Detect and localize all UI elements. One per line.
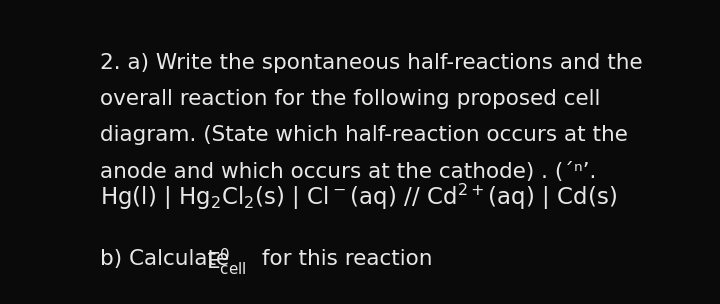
Text: overall reaction for the following proposed cell: overall reaction for the following propo… (100, 89, 600, 109)
Text: $\mathsf{Hg(l)\ \vert\ Hg_2Cl_2(s)\ \vert\ Cl^-(aq)\ //\ Cd^{2+}(aq)\ \vert\ Cd(: $\mathsf{Hg(l)\ \vert\ Hg_2Cl_2(s)\ \ver… (100, 181, 617, 212)
Text: 2. a) Write the spontaneous half-reactions and the: 2. a) Write the spontaneous half-reactio… (100, 53, 643, 73)
Text: $\mathsf{E}^{\mathsf{0}}_{\mathsf{cell}}$: $\mathsf{E}^{\mathsf{0}}_{\mathsf{cell}}… (206, 247, 246, 278)
Text: b) Calculate: b) Calculate (100, 250, 236, 269)
Text: diagram. (State which half-reaction occurs at the: diagram. (State which half-reaction occu… (100, 126, 628, 145)
Text: for this reaction: for this reaction (255, 250, 432, 269)
Text: anode and which occurs at the cathode) . (´ⁿʼ.: anode and which occurs at the cathode) .… (100, 162, 596, 182)
